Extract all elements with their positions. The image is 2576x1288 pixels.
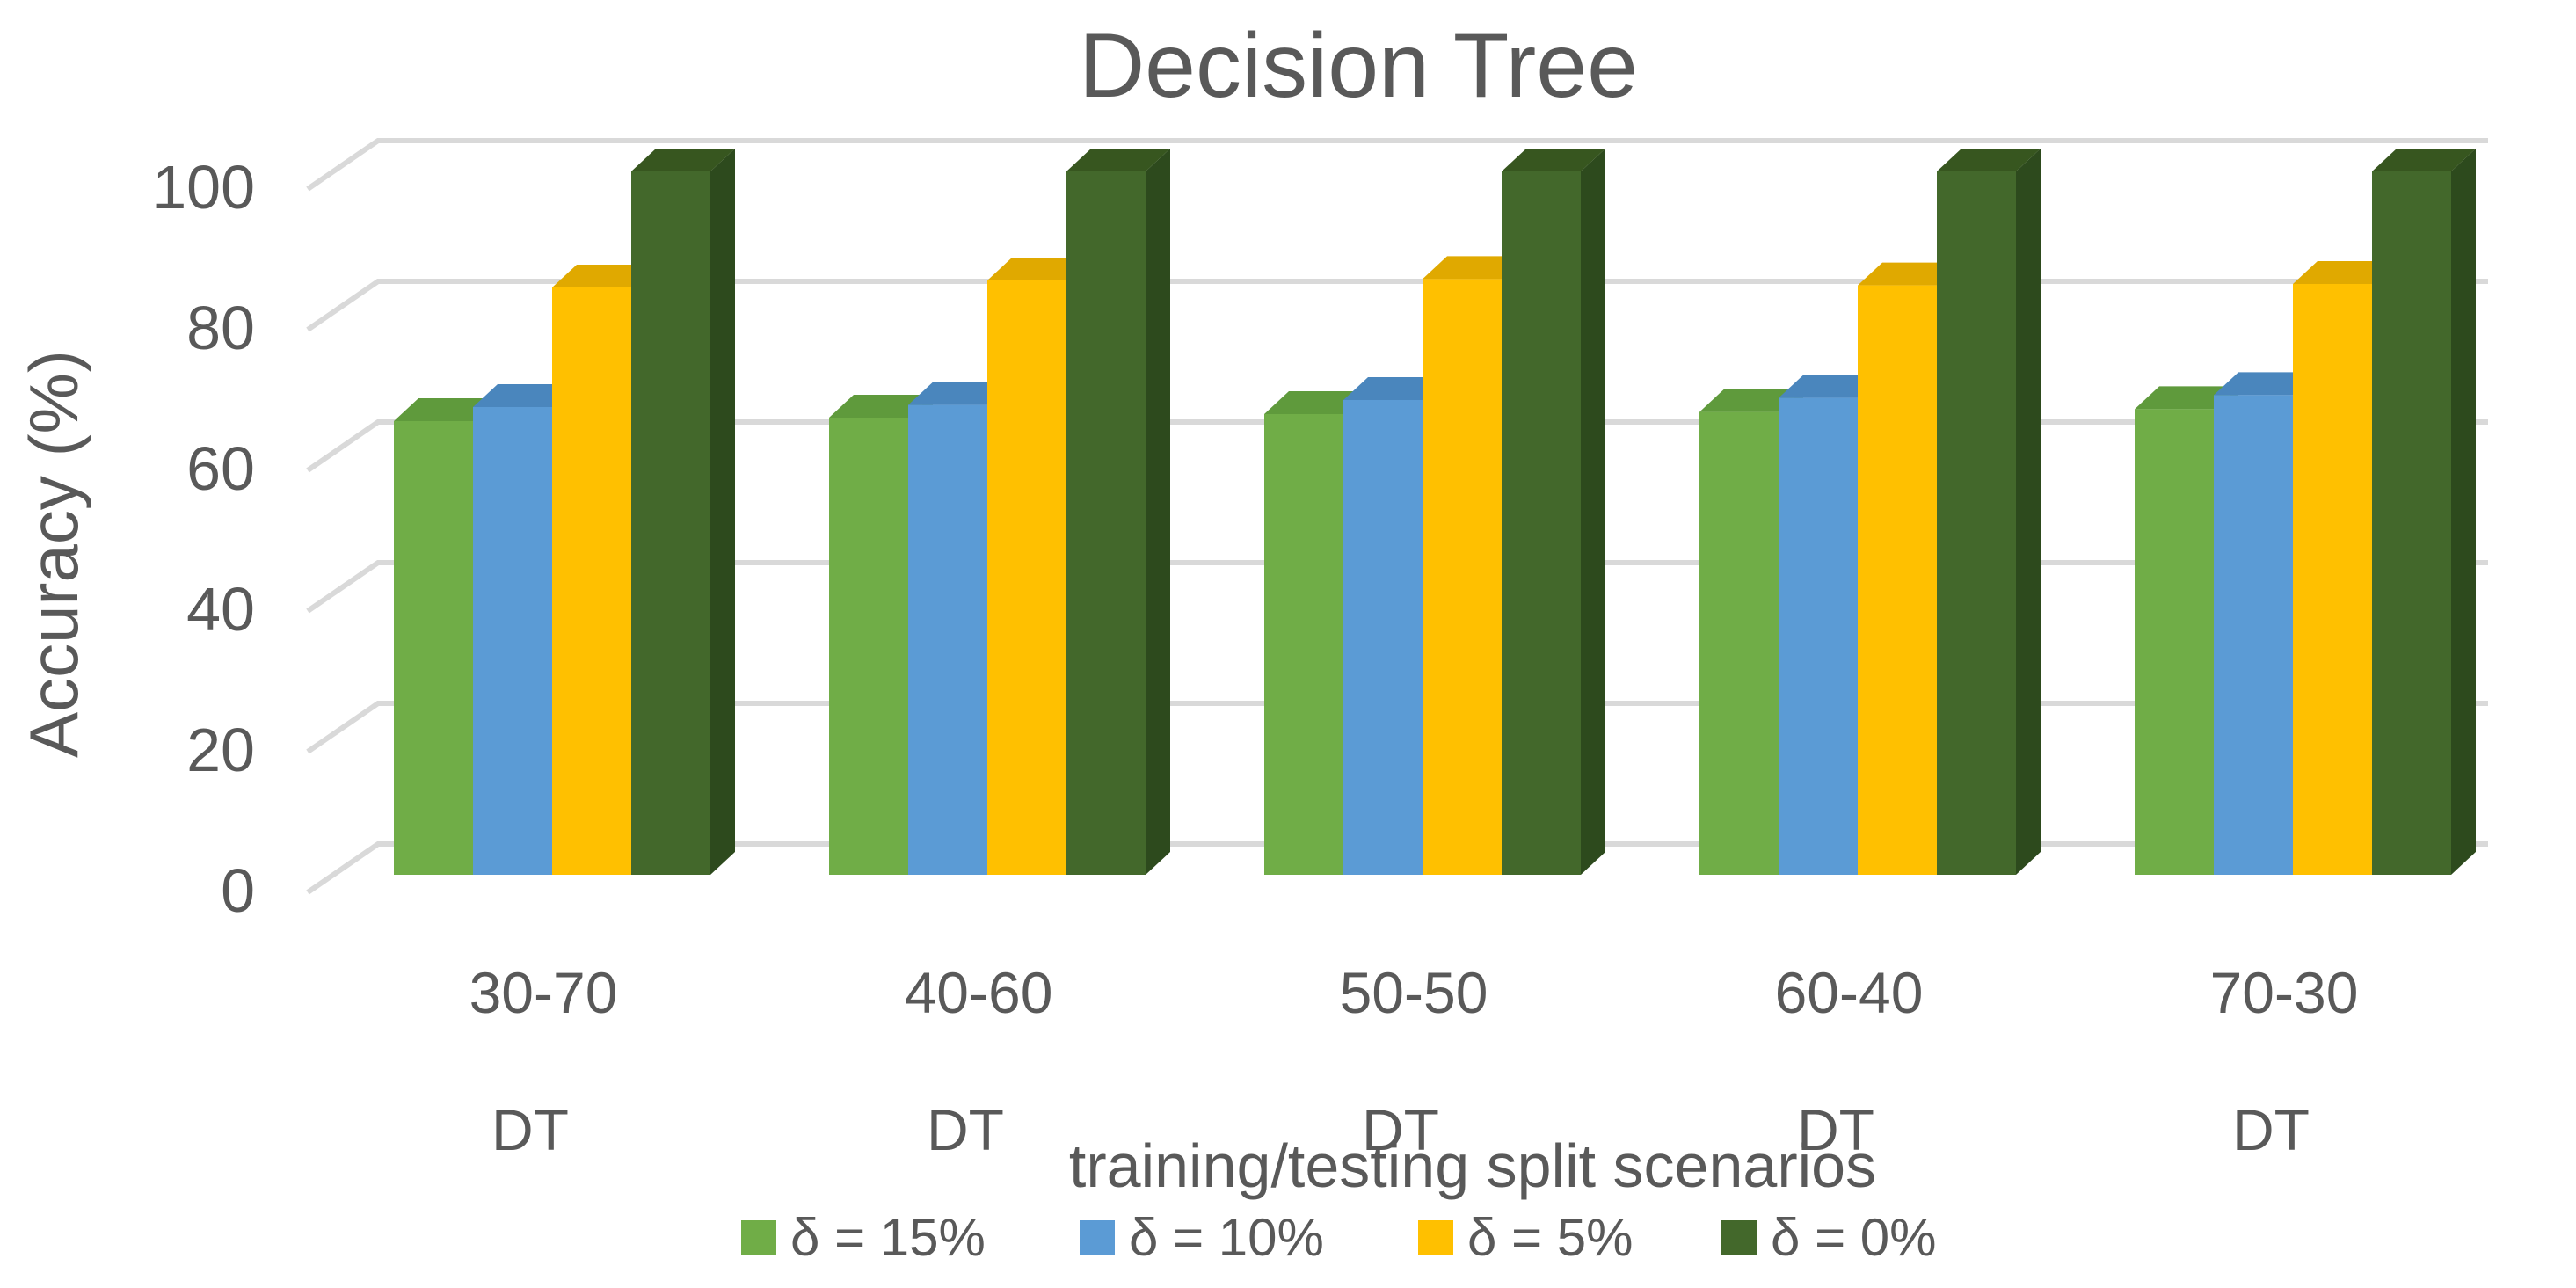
bar-front bbox=[1264, 414, 1343, 875]
bar-side bbox=[2016, 149, 2041, 875]
bar-top bbox=[2372, 149, 2476, 171]
legend: δ = 15% δ = 10% δ = 5% δ = 0% bbox=[741, 1208, 1937, 1267]
bar-front bbox=[987, 280, 1066, 875]
y-tick-label: 20 bbox=[186, 716, 255, 784]
x-axis-label: training/testing split scenarios bbox=[1069, 1132, 1876, 1200]
x-subcategory-label: DT bbox=[1797, 1097, 1874, 1162]
bar-front bbox=[394, 421, 473, 875]
legend-item: δ = 15% bbox=[741, 1208, 986, 1267]
bar-front bbox=[552, 287, 631, 875]
x-subcategory-label: DT bbox=[2232, 1097, 2310, 1162]
bar-top bbox=[473, 384, 577, 407]
x-subcategory-label: DT bbox=[491, 1097, 569, 1162]
bar-front bbox=[1858, 285, 1937, 876]
legend-swatch bbox=[1418, 1220, 1453, 1255]
y-tick-label: 60 bbox=[186, 434, 255, 503]
legend-label: δ = 10% bbox=[1129, 1208, 1324, 1267]
bar-front bbox=[1779, 397, 1858, 876]
legend-label: δ = 15% bbox=[790, 1208, 986, 1267]
bar-top bbox=[1343, 377, 1447, 400]
bar bbox=[631, 149, 735, 875]
bars bbox=[394, 149, 2476, 876]
legend-item: δ = 10% bbox=[1080, 1208, 1324, 1267]
y-tick-label: 100 bbox=[152, 153, 255, 222]
bar-side bbox=[1581, 149, 1605, 875]
bar-top bbox=[2293, 261, 2397, 284]
legend-label: δ = 5% bbox=[1467, 1208, 1634, 1267]
bar-front bbox=[2214, 395, 2293, 875]
y-tick-label: 40 bbox=[186, 575, 255, 644]
bar-front bbox=[2372, 171, 2451, 875]
x-category-label: 30-70 bbox=[469, 960, 618, 1025]
x-subcategory-label: DT bbox=[1362, 1097, 1439, 1162]
bar bbox=[1937, 149, 2041, 875]
gridline bbox=[306, 138, 2488, 192]
bar-front bbox=[1699, 411, 1779, 876]
legend-label: δ = 0% bbox=[1771, 1208, 1937, 1267]
bar-top bbox=[1699, 389, 1803, 412]
bar-front bbox=[631, 171, 710, 875]
bar-top bbox=[2214, 372, 2318, 396]
bar-top bbox=[1858, 262, 1961, 286]
bar-front bbox=[1937, 171, 2016, 875]
bar-top bbox=[1264, 391, 1368, 414]
bar-top bbox=[1066, 149, 1170, 171]
bar-top bbox=[987, 258, 1091, 280]
bar-top bbox=[394, 398, 498, 421]
bar-front bbox=[1343, 400, 1423, 875]
legend-item: δ = 0% bbox=[1721, 1208, 1937, 1267]
x-category-label: 50-50 bbox=[1340, 960, 1488, 1025]
x-category-label: 40-60 bbox=[905, 960, 1053, 1025]
bar-side bbox=[2451, 149, 2476, 875]
x-category-label: 60-40 bbox=[1775, 960, 1924, 1025]
gridline bbox=[306, 279, 2488, 332]
x-subcategory-label: DT bbox=[927, 1097, 1004, 1162]
bar-front bbox=[1066, 171, 1146, 875]
bar-front bbox=[2135, 409, 2214, 875]
bar-top bbox=[2135, 386, 2238, 410]
y-tick-label: 80 bbox=[186, 294, 255, 362]
bar-front bbox=[473, 407, 552, 875]
y-axis-label: Accuracy (%) bbox=[15, 350, 92, 758]
bar-top bbox=[1937, 149, 2041, 171]
bar-top bbox=[1423, 256, 1526, 280]
y-axis-ticks: 0 20 40 60 80 100 bbox=[152, 153, 255, 925]
bar-top bbox=[552, 265, 656, 287]
legend-swatch bbox=[1721, 1220, 1757, 1255]
x-category-label: 70-30 bbox=[2210, 960, 2359, 1025]
bar-top bbox=[1502, 149, 1605, 171]
bar-top bbox=[631, 149, 735, 171]
bar-front bbox=[908, 404, 987, 876]
bar bbox=[2372, 149, 2476, 875]
chart-title: Decision Tree bbox=[1079, 15, 1638, 117]
bar bbox=[1502, 149, 1605, 875]
legend-swatch bbox=[741, 1220, 776, 1255]
bar-front bbox=[829, 418, 908, 875]
bar-side bbox=[710, 149, 735, 875]
x-axis-categories: 30-70 DT 40-60 DT 50-50 DT 60-40 DT 70-30 DT bbox=[469, 960, 2359, 1162]
legend-item: δ = 5% bbox=[1418, 1208, 1634, 1267]
y-tick-label: 0 bbox=[221, 856, 255, 925]
bar-top bbox=[1779, 375, 1882, 398]
bar-side bbox=[1146, 149, 1170, 875]
bar-top bbox=[829, 395, 933, 418]
bar-front bbox=[1423, 279, 1502, 875]
bar bbox=[1066, 149, 1170, 875]
bar-top bbox=[908, 382, 1012, 405]
bar-front bbox=[1502, 171, 1581, 875]
bar-front bbox=[2293, 284, 2372, 875]
legend-swatch bbox=[1080, 1220, 1115, 1255]
